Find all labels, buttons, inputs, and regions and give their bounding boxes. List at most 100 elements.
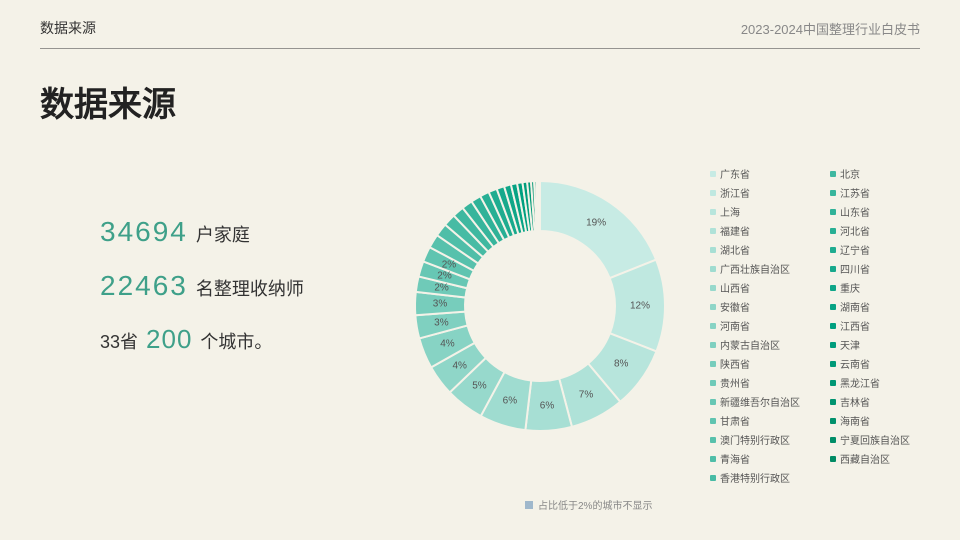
legend-dot bbox=[830, 228, 836, 234]
legend-item: 吉林省 bbox=[830, 394, 910, 409]
legend-label: 云南省 bbox=[840, 356, 870, 371]
stat-cities: 33省 200 个城市。 bbox=[40, 324, 390, 355]
legend-label: 海南省 bbox=[840, 413, 870, 428]
legend-label: 澳门特别行政区 bbox=[720, 432, 790, 447]
stat-organizers-num: 22463 bbox=[100, 270, 188, 302]
stat-organizers: 22463 名整理收纳师 bbox=[40, 270, 390, 302]
legend-item: 上海 bbox=[710, 204, 800, 219]
legend-label: 吉林省 bbox=[840, 394, 870, 409]
legend-label: 山西省 bbox=[720, 280, 750, 295]
legend-item: 浙江省 bbox=[710, 185, 800, 200]
legend-item: 贵州省 bbox=[710, 375, 800, 390]
legend-dot bbox=[830, 437, 836, 443]
donut-chart: 19%12%8%7%6%6%5%4%4%3%3%2%2%2% bbox=[390, 156, 690, 456]
stats-block: 34694 户家庭 22463 名整理收纳师 33省 200 个城市。 bbox=[40, 156, 390, 485]
legend-column: 广东省浙江省上海福建省湖北省广西壮族自治区山西省安徽省河南省内蒙古自治区陕西省贵… bbox=[710, 166, 800, 485]
legend-dot bbox=[710, 209, 716, 215]
legend-dot bbox=[830, 266, 836, 272]
legend-dot bbox=[710, 285, 716, 291]
legend-item: 北京 bbox=[830, 166, 910, 181]
legend-label: 山东省 bbox=[840, 204, 870, 219]
legend-label: 甘肃省 bbox=[720, 413, 750, 428]
donut-slice bbox=[539, 181, 540, 231]
legend-dot bbox=[710, 342, 716, 348]
legend-label: 广东省 bbox=[720, 166, 750, 181]
legend-dot bbox=[710, 171, 716, 177]
stat-cities-num: 200 bbox=[146, 324, 192, 355]
legend-item: 四川省 bbox=[830, 261, 910, 276]
legend-dot bbox=[830, 342, 836, 348]
legend-label: 青海省 bbox=[720, 451, 750, 466]
legend-label: 湖南省 bbox=[840, 299, 870, 314]
legend-dot bbox=[710, 323, 716, 329]
legend-item: 山西省 bbox=[710, 280, 800, 295]
legend-dot bbox=[710, 399, 716, 405]
donut-svg bbox=[390, 156, 690, 456]
legend-column: 北京江苏省山东省河北省辽宁省四川省重庆湖南省江西省天津云南省黑龙江省吉林省海南省… bbox=[830, 166, 910, 485]
legend-dot bbox=[710, 266, 716, 272]
legend-item: 西藏自治区 bbox=[830, 451, 910, 466]
legend-label: 浙江省 bbox=[720, 185, 750, 200]
header-divider bbox=[40, 48, 920, 49]
legend-item: 香港特别行政区 bbox=[710, 470, 800, 485]
legend-label: 河北省 bbox=[840, 223, 870, 238]
legend-dot bbox=[710, 190, 716, 196]
legend-item: 福建省 bbox=[710, 223, 800, 238]
legend-label: 重庆 bbox=[840, 280, 860, 295]
legend-item: 江苏省 bbox=[830, 185, 910, 200]
legend-dot bbox=[830, 304, 836, 310]
page-title: 数据来源 bbox=[40, 77, 960, 126]
legend-label: 西藏自治区 bbox=[840, 451, 890, 466]
legend-label: 广西壮族自治区 bbox=[720, 261, 790, 276]
legend-label: 湖北省 bbox=[720, 242, 750, 257]
stat-households: 34694 户家庭 bbox=[40, 216, 390, 248]
legend-item: 湖北省 bbox=[710, 242, 800, 257]
legend-dot bbox=[710, 380, 716, 386]
stat-provinces-prefix: 33省 bbox=[100, 328, 138, 354]
legend-dot bbox=[710, 418, 716, 424]
legend-item: 云南省 bbox=[830, 356, 910, 371]
legend-item: 澳门特别行政区 bbox=[710, 432, 800, 447]
legend-dot bbox=[830, 456, 836, 462]
legend-item: 广西壮族自治区 bbox=[710, 261, 800, 276]
legend-label: 内蒙古自治区 bbox=[720, 337, 780, 352]
legend: 广东省浙江省上海福建省湖北省广西壮族自治区山西省安徽省河南省内蒙古自治区陕西省贵… bbox=[710, 156, 910, 485]
legend-dot bbox=[830, 323, 836, 329]
header-right: 2023-2024中国整理行业白皮书 bbox=[741, 19, 920, 38]
legend-item: 天津 bbox=[830, 337, 910, 352]
legend-item: 甘肃省 bbox=[710, 413, 800, 428]
legend-dot bbox=[710, 437, 716, 443]
legend-label: 香港特别行政区 bbox=[720, 470, 790, 485]
legend-item: 安徽省 bbox=[710, 299, 800, 314]
legend-label: 河南省 bbox=[720, 318, 750, 333]
chart-area: 19%12%8%7%6%6%5%4%4%3%3%2%2%2% 广东省浙江省上海福… bbox=[390, 156, 920, 485]
header: 数据来源 2023-2024中国整理行业白皮书 bbox=[0, 0, 960, 48]
legend-label: 上海 bbox=[720, 204, 740, 219]
legend-label: 天津 bbox=[840, 337, 860, 352]
legend-dot bbox=[710, 456, 716, 462]
legend-label: 黑龙江省 bbox=[840, 375, 880, 390]
footnote-box bbox=[525, 501, 533, 509]
legend-item: 新疆维吾尔自治区 bbox=[710, 394, 800, 409]
legend-item: 河南省 bbox=[710, 318, 800, 333]
header-left: 数据来源 bbox=[40, 18, 96, 38]
legend-item: 辽宁省 bbox=[830, 242, 910, 257]
legend-label: 贵州省 bbox=[720, 375, 750, 390]
stat-households-num: 34694 bbox=[100, 216, 188, 248]
legend-item: 黑龙江省 bbox=[830, 375, 910, 390]
stat-households-label: 户家庭 bbox=[196, 221, 250, 247]
legend-item: 重庆 bbox=[830, 280, 910, 295]
legend-dot bbox=[830, 361, 836, 367]
legend-label: 安徽省 bbox=[720, 299, 750, 314]
legend-label: 新疆维吾尔自治区 bbox=[720, 394, 800, 409]
content: 34694 户家庭 22463 名整理收纳师 33省 200 个城市。 19%1… bbox=[0, 156, 960, 485]
legend-dot bbox=[830, 247, 836, 253]
legend-item: 宁夏回族自治区 bbox=[830, 432, 910, 447]
legend-label: 宁夏回族自治区 bbox=[840, 432, 910, 447]
legend-label: 陕西省 bbox=[720, 356, 750, 371]
legend-dot bbox=[710, 228, 716, 234]
stat-cities-label: 个城市。 bbox=[200, 328, 272, 354]
legend-dot bbox=[710, 475, 716, 481]
legend-dot bbox=[830, 209, 836, 215]
legend-item: 山东省 bbox=[830, 204, 910, 219]
